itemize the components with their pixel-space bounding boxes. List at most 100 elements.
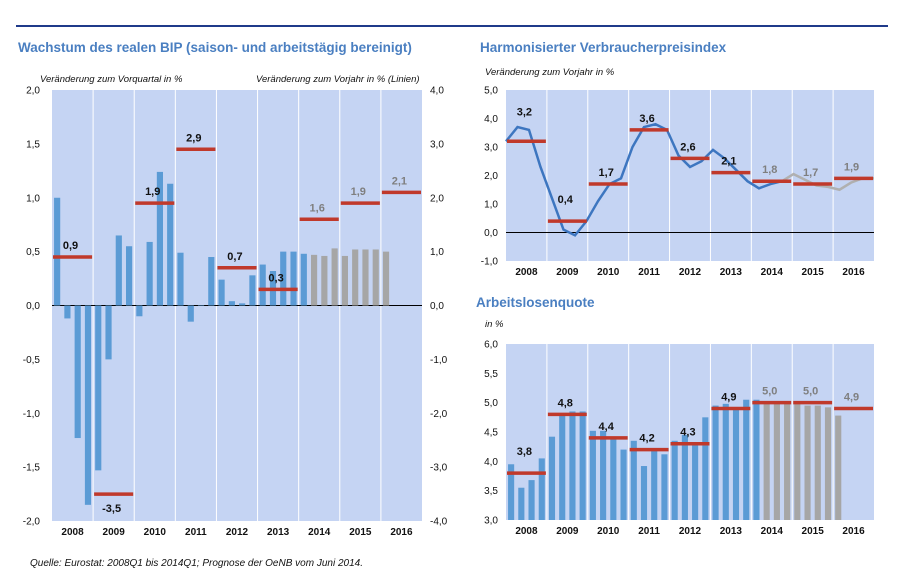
alq-quarter-bar [651,448,658,520]
alq-annual-label: 3,8 [517,446,532,458]
alq-year-label: 2010 [597,526,620,537]
alq-y-tick: 4,0 [484,457,498,468]
bip-y-tick: -1,0 [23,409,41,420]
alq-quarter-bar [732,409,740,520]
alq-annual-label: 5,0 [803,386,818,398]
bip-quarter-bar [249,275,256,306]
alq-quarter-bar [824,407,832,520]
bip-quarter-bar [362,249,369,306]
alq-y-tick: 3,5 [484,486,498,497]
bip-y-tick: -1,5 [23,463,41,474]
alq-annual-label: 4,2 [639,433,654,445]
hvpi-annual-label: 3,6 [639,113,654,125]
alq-chart-title: Arbeitslosenquote [476,295,595,310]
hvpi-year-label: 2013 [720,267,743,278]
alq-quarter-bar [569,411,576,520]
alq-quarter-bar [794,401,801,520]
bip-year-label: 2012 [226,527,249,538]
bip-y-tick: 0,5 [26,247,40,258]
bip-quarter-bar [167,183,174,306]
alq-quarter-bar [671,440,678,520]
alq-annual-label: 4,8 [558,397,573,409]
alq-quarter-bar [610,439,617,520]
alq-quarter-bar [508,464,515,520]
bip-y-tick: 0,0 [26,301,40,312]
alq-quarter-bar [640,466,648,520]
bip-quarter-bar [321,255,328,306]
bip-quarter-bar [290,251,297,306]
alq-year-label: 2011 [638,526,660,537]
bip-y-tick: -0,5 [23,355,41,366]
hvpi-annual-label: 1,7 [803,167,818,179]
bip-y-tick: 2,0 [26,86,40,97]
alq-annual-label: 4,9 [721,392,736,404]
bip-quarter-bar [372,249,379,306]
bip-annual-label: 0,3 [268,272,283,284]
hvpi-year-label: 2010 [597,267,620,278]
bip-quarter-bar [382,251,390,306]
alq-quarter-bar [773,402,780,520]
bip-annual-label: 2,9 [186,132,201,144]
source-note: Quelle: Eurostat: 2008Q1 bis 2014Q1; Pro… [30,558,363,569]
alq-quarter-bar [661,454,668,520]
bip-quarter-bar [74,305,81,439]
bip-right-axis-label: Veränderung zum Vorjahr in % (Linien) [256,74,420,85]
alq-quarter-bar [559,413,566,520]
hvpi-y-tick: 1,0 [484,200,498,211]
bip-quarter-bar [187,305,194,322]
top-rule [16,25,888,27]
hvpi-annual-label: 1,9 [844,161,859,173]
bip-quarter-bar [105,305,112,360]
bip-quarter-bar [115,235,122,306]
alq-y-tick: 3,0 [484,516,498,527]
bip-year-label: 2016 [390,527,413,538]
bip-y-tick: -2,0 [23,517,41,528]
hvpi-annual-label: 1,7 [599,167,614,179]
alq-y-tick: 4,5 [484,428,498,439]
hvpi-year-label: 2014 [761,267,784,278]
hvpi-annual-label: 1,8 [762,164,777,176]
hvpi-annual-label: 2,1 [721,156,736,168]
alq-annual-label: 5,0 [762,386,777,398]
hvpi-axis-label: Veränderung zum Vorjahr in % [485,67,615,78]
bip-y-tick-right: -1,0 [430,355,448,366]
hvpi-y-tick: 5,0 [484,86,498,97]
alq-axis-label: in % [485,319,504,330]
bip-quarter-bar [95,305,102,471]
bip-y-tick-right: -4,0 [430,517,448,528]
hvpi-year-label: 2012 [679,267,702,278]
alq-year-label: 2009 [556,526,579,537]
alq-y-tick: 5,5 [484,369,498,380]
alq-annual-label: 4,9 [844,392,859,404]
bip-quarter-bar [228,301,235,306]
alq-year-label: 2015 [802,526,825,537]
bip-quarter-bar [156,171,163,306]
bip-year-label: 2013 [267,527,290,538]
bip-year-label: 2014 [308,527,331,538]
alq-year-label: 2014 [761,526,784,537]
hvpi-chart: 2008 2009 2010 2011 2012 2013 2014 2015 2016 5,0 4… [481,86,874,278]
bip-y-tick-right: -3,0 [430,463,448,474]
alq-quarter-bar [743,399,750,520]
bip-quarter-bar [64,305,71,319]
alq-quarter-bar [784,402,791,520]
hvpi-annual-label: 0,4 [558,194,574,206]
bip-quarter-bar [197,305,205,306]
bip-quarter-bar [208,257,215,306]
bip-quarter-bar [177,252,184,306]
bip-annual-label: 0,7 [227,251,242,263]
alq-quarter-bar [835,415,842,520]
bip-quarter-bar [136,305,143,317]
hvpi-chart-title: Harmonisierter Verbraucherpreisindex [480,40,727,55]
bip-annual-label: 0,9 [63,240,78,252]
alq-chart: 2008 2009 2010 2011 2012 2013 2014 2015 2016 6,0 5… [484,340,874,537]
hvpi-year-label: 2011 [638,267,660,278]
alq-y-tick: 6,0 [484,340,498,351]
bip-quarter-bar [331,248,338,306]
hvpi-annual-label: 3,2 [517,106,532,118]
bip-year-label: 2009 [103,527,126,538]
alq-quarter-bar [630,440,637,520]
bip-annual-label: 1,9 [351,186,366,198]
alq-quarter-bar [804,405,811,520]
